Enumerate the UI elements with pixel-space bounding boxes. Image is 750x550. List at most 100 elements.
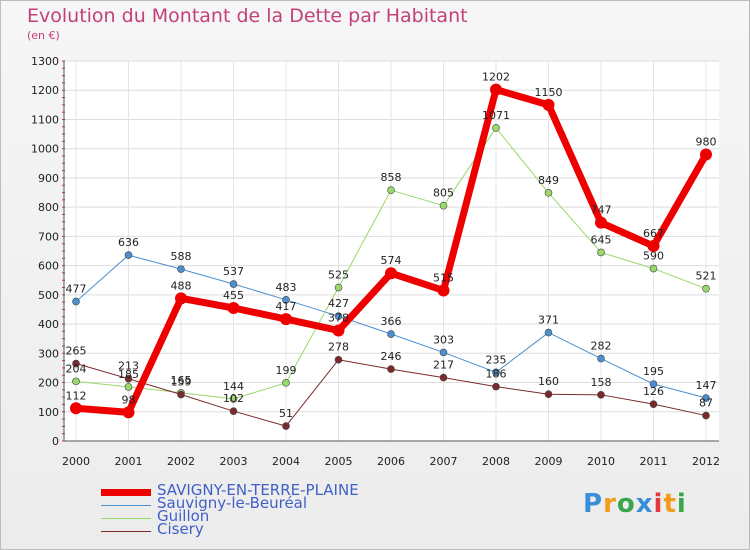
y-tick-label: 800 [38, 201, 59, 214]
data-label: 204 [66, 362, 87, 375]
data-point [177, 265, 185, 273]
data-label: 980 [696, 136, 717, 149]
data-label: 849 [538, 174, 559, 187]
y-tick-label: 1100 [31, 113, 59, 126]
data-point [492, 368, 500, 377]
data-label: 805 [433, 187, 454, 200]
x-tick-label: 2010 [587, 455, 615, 468]
data-label: 477 [66, 283, 87, 296]
data-point [72, 359, 80, 368]
data-label: 1202 [482, 71, 510, 84]
line-chart: 0 100 200 300 400 500 600 700 800 900 1000 1100 1200… [31, 55, 720, 468]
data-point [439, 373, 448, 382]
brand-letter: P [583, 489, 604, 519]
data-label: 246 [381, 350, 402, 363]
data-point [177, 390, 185, 399]
brand-letter: r [603, 489, 617, 519]
data-point [72, 297, 80, 306]
data-point [649, 400, 658, 408]
brand-logo: Proxiti [583, 489, 687, 519]
data-label: 303 [433, 333, 454, 346]
data-point [597, 354, 605, 363]
data-label: 366 [381, 315, 402, 328]
x-tick-label: 2004 [272, 455, 300, 468]
data-label: 158 [591, 376, 612, 389]
data-point [124, 383, 133, 391]
data-label: 282 [591, 340, 612, 353]
data-point [175, 292, 187, 305]
data-point [702, 394, 710, 402]
data-label: 455 [223, 289, 244, 302]
x-tick-label: 2002 [167, 455, 195, 468]
data-point [282, 379, 290, 387]
data-label: 265 [66, 345, 87, 358]
data-point [70, 402, 82, 415]
data-point [334, 312, 343, 320]
data-label: 574 [381, 254, 402, 267]
x-tick-label: 2001 [115, 455, 143, 468]
y-tick-label: 500 [38, 289, 59, 302]
data-label: 217 [433, 359, 454, 372]
brand-letter: x [635, 489, 654, 519]
data-point [649, 264, 658, 273]
y-tick-label: 0 [52, 435, 59, 448]
data-label: 144 [223, 380, 244, 393]
data-point [124, 251, 133, 259]
data-label: 1150 [535, 86, 563, 99]
y-tick-label: 400 [38, 318, 59, 331]
y-tick-label: 100 [38, 406, 59, 419]
data-label: 488 [171, 279, 192, 292]
data-point [280, 313, 292, 326]
data-label: 87 [699, 397, 713, 410]
data-label: 521 [696, 270, 717, 283]
brand-letter: i [653, 489, 664, 519]
data-label: 112 [66, 389, 87, 402]
data-point [492, 382, 500, 391]
data-point [122, 406, 135, 419]
data-label: 590 [643, 250, 664, 263]
y-tick-label: 200 [38, 377, 59, 390]
y-tick-label: 900 [38, 172, 59, 185]
data-label: 213 [118, 360, 139, 373]
data-label: 1071 [482, 109, 510, 122]
data-label: 102 [223, 392, 244, 405]
x-tick-label: 2009 [535, 455, 563, 468]
x-tick-label: 2008 [482, 455, 510, 468]
data-point [544, 328, 553, 337]
brand-letter: i [676, 489, 687, 519]
brand-letter: t [663, 489, 677, 519]
data-label: 636 [118, 236, 139, 249]
data-point [282, 296, 290, 304]
data-label: 160 [538, 375, 559, 388]
legend-label: SAVIGNY-EN-TERRE-PLAINE [157, 481, 359, 499]
data-point [439, 201, 448, 210]
legend-swatch [101, 504, 151, 506]
data-label: 378 [328, 312, 349, 325]
data-point [597, 248, 605, 257]
data-point [387, 186, 395, 194]
data-label: 195 [643, 365, 664, 378]
data-label: 525 [328, 269, 349, 282]
data-point [282, 422, 290, 430]
data-label: 185 [118, 368, 139, 381]
data-point [334, 355, 343, 364]
y-tick-label: 1200 [31, 84, 59, 97]
y-tick-label: 600 [38, 260, 59, 273]
x-tick-label: 2012 [692, 455, 720, 468]
data-label: 747 [591, 204, 612, 217]
data-point [387, 365, 395, 373]
data-point [544, 390, 553, 399]
data-point [647, 240, 660, 253]
data-label: 235 [486, 353, 507, 366]
data-label: 515 [433, 271, 454, 284]
data-label: 588 [171, 250, 192, 263]
data-label: 51 [279, 407, 293, 420]
data-point [702, 411, 710, 420]
legend-swatch [101, 517, 151, 519]
legend-label: Sauvigny-le-Beuréal [157, 494, 308, 512]
data-label: 147 [696, 379, 717, 392]
legend-label: Cisery [157, 520, 204, 538]
data-label: 645 [591, 233, 612, 246]
data-label: 427 [328, 297, 349, 310]
